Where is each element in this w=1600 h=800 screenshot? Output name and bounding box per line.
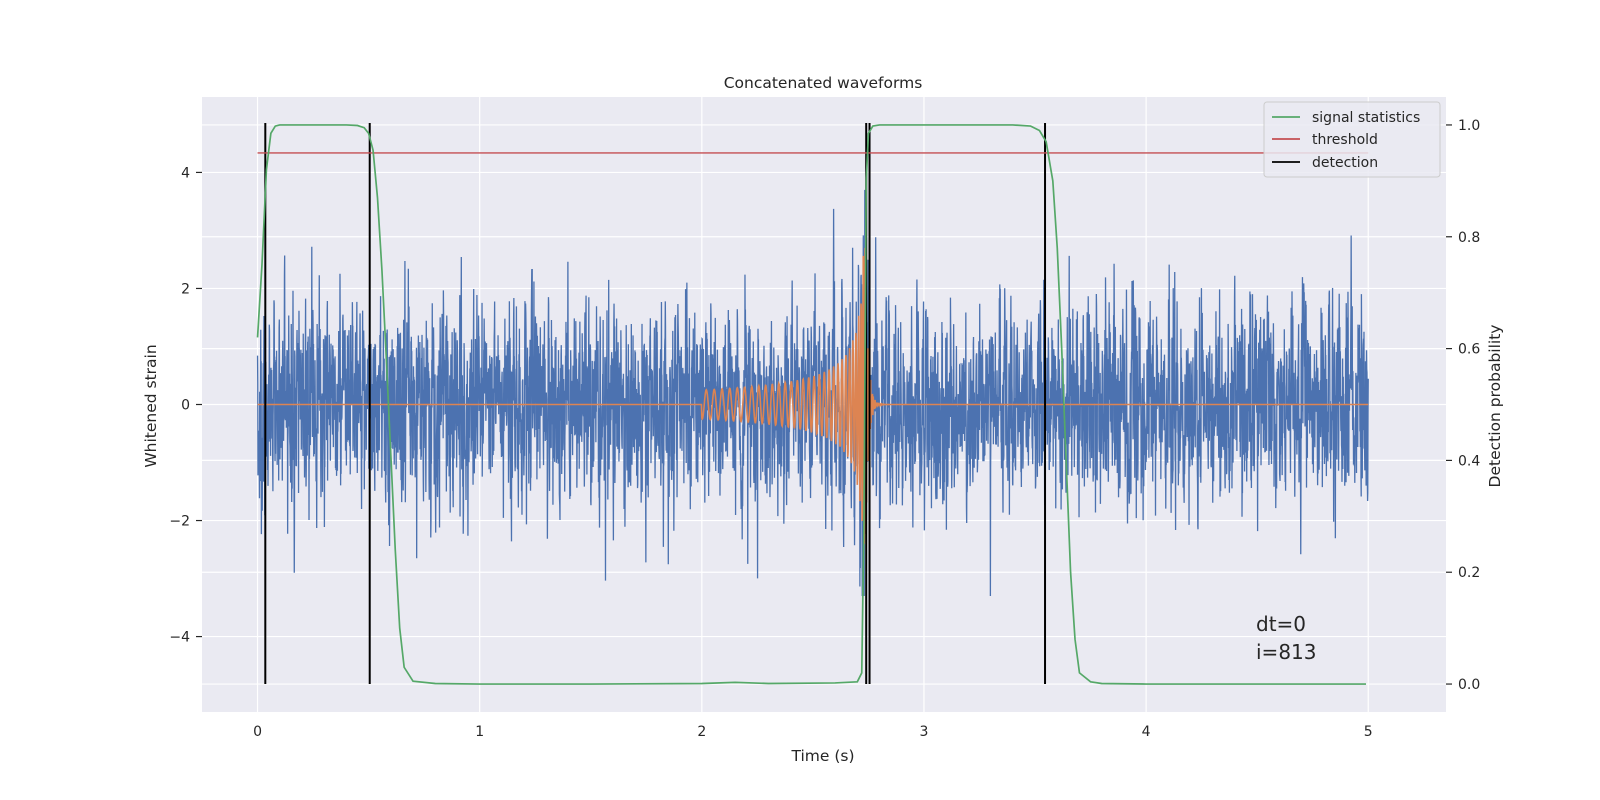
x-axis: 0 1 2 3 4 5 [253,724,1373,740]
legend-box [1263,101,1441,178]
y2-tick-label: 1.0 [1458,118,1480,134]
y2-axis-label: Detection probability [1486,325,1504,488]
y-tick-label: 4 [181,165,190,181]
x-tick-label: 3 [920,724,929,740]
legend-label-threshold: threshold [1312,132,1378,148]
chart-title: Concatenated waveforms [724,74,923,92]
y2-tick-label: 0.0 [1458,677,1480,693]
x-tick-label: 2 [697,724,706,740]
x-axis-label: Time (s) [790,747,854,765]
x-tick-label: 5 [1364,724,1373,740]
chirp-series-line [257,247,1369,545]
x-tick-label: 4 [1142,724,1151,740]
legend-label-signal-statistics: signal statistics [1312,110,1420,126]
x-tick-label: 0 [253,724,262,740]
y-axis-right: 0.0 0.2 0.4 0.6 0.8 1.0 [1446,118,1480,693]
x-tick-label: 1 [475,724,484,740]
y2-tick-label: 0.6 [1458,342,1480,358]
annotation-dt: dt=0 [1256,612,1306,636]
y-tick-label: 0 [181,398,190,414]
noise-series-line [256,189,1369,596]
signal-statistics-series-line [256,124,1367,685]
y2-tick-label: 0.4 [1458,453,1480,469]
y2-tick-label: 0.8 [1458,230,1480,246]
y-tick-label: −4 [169,630,190,646]
y2-tick-label: 0.2 [1458,565,1480,581]
annotation-index: i=813 [1256,640,1317,664]
y-tick-label: 2 [181,281,190,297]
y-axis-label: Whitened strain [142,344,160,467]
legend: signal statistics threshold detection [1263,101,1441,178]
plot-area [256,122,1369,685]
y-axis-left: −4 −2 0 2 4 [169,165,202,646]
y-tick-label: −2 [169,514,190,530]
legend-label-detection: detection [1312,155,1378,171]
